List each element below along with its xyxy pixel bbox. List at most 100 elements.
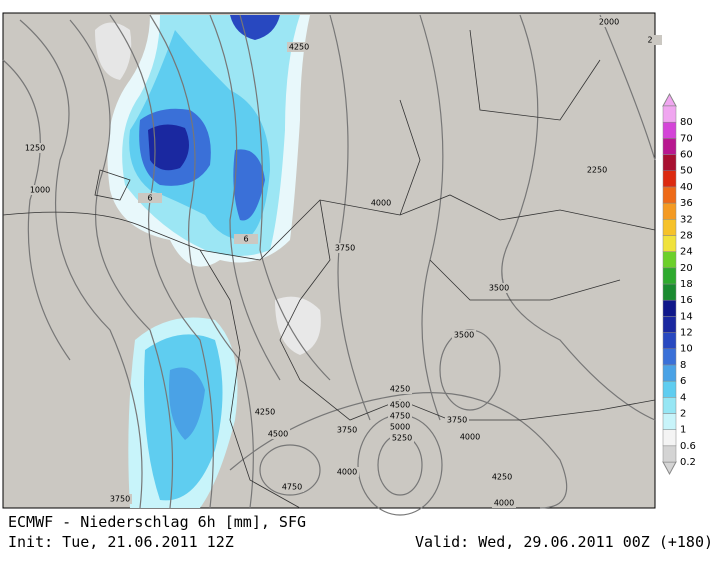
contour-label-box [138,193,162,203]
contour-label-box [333,243,357,253]
contour-label: 4000 [494,499,514,508]
contour-label: 1000 [30,186,50,195]
contour-label-box [638,35,662,45]
contour-label-box [445,415,469,425]
legend-swatch [662,105,677,123]
contour-label-box [253,407,277,417]
contour-label: 2000 [599,18,619,27]
legend-label: 6 [680,376,686,387]
contour-label: 3750 [335,244,355,253]
contour-label: 4250 [492,473,512,482]
contours [2,14,656,516]
legend-swatch [662,251,677,269]
footer-valid: Valid: Wed, 29.06.2011 00Z (+180) [415,533,713,551]
legend-swatch [662,138,677,155]
legend-swatch [662,283,677,301]
legend-label: 24 [680,247,693,258]
contour-label-box [335,425,359,435]
legend-swatch [662,445,677,463]
legend-swatch [662,154,677,171]
legend-swatch [662,299,677,317]
legend-label: 40 [680,182,693,193]
legend-label: 12 [680,328,693,339]
contour-label: 4000 [337,468,357,477]
contour-label: 3750 [337,426,357,435]
contour-label-box [23,143,47,153]
footer-init: Init: Tue, 21.06.2011 12Z [8,533,234,551]
legend-swatch [662,316,677,333]
borders [2,29,656,509]
legend-swatch [662,202,677,220]
legend-label: 80 [680,117,693,128]
legend-arrow-top [662,92,677,107]
legend-label: 8 [680,360,686,371]
contour-label-box [487,283,511,293]
contour-label-box [388,400,412,410]
legend-label: 2 [680,408,686,419]
contour-label: 5250 [392,434,412,443]
contour-label: 4250 [255,408,275,417]
legend-label: 32 [680,214,693,225]
legend-label: 0.2 [680,457,696,468]
contour-label-box [452,330,476,340]
legend-label: 20 [680,263,693,274]
contour-label: 5000 [390,423,410,432]
contour-label-box [234,234,258,244]
contour-label-box [388,422,412,432]
contour-label-box [458,432,482,442]
contour-label: 4250 [289,43,309,52]
contour-label: 1250 [25,144,45,153]
contour-label: 3750 [447,416,467,425]
contour-labels: 4250 2000 2 1250 1000 2250 4000 3750 3500 3500 425… [23,17,662,508]
legend-label: 18 [680,279,693,290]
contour-label-box [287,42,311,52]
legend-label: 10 [680,344,693,355]
legend-swatch [662,267,677,285]
legend-label: 70 [680,133,693,144]
contour-label-box [388,384,412,394]
contour-label: 4250 [390,385,410,394]
contour-label-box [388,411,412,421]
contour-label: 4750 [390,412,410,421]
contour-label: 3750 [110,495,130,504]
contour-label: 4500 [390,401,410,410]
legend-swatch [662,348,677,366]
contour-label: 4000 [460,433,480,442]
contour-label: 4750 [282,483,302,492]
contour-label: 2250 [587,166,607,175]
legend: 0.20.61246810121416182024283236405060708… [662,92,696,476]
contour-label-box [492,498,516,508]
legend-swatch [662,397,677,414]
legend-label: 4 [680,392,686,403]
legend-swatch [662,121,677,139]
contour-label-box [597,17,621,27]
legend-swatch [662,186,677,204]
contour-label: 3500 [454,331,474,340]
legend-swatch [662,413,677,430]
contour-label: 3500 [489,284,509,293]
legend-swatch [662,364,677,382]
contour-label: 6 [243,235,248,244]
legend-label: 60 [680,150,693,161]
contour-label-box [280,482,304,492]
contour-label-box [108,494,132,504]
legend-swatch [662,219,677,236]
contour-label-box [28,185,52,195]
contour-label: 6 [147,194,152,203]
legend-label: 36 [680,198,693,209]
precip-areas [95,15,321,508]
legend-label: 14 [680,311,693,322]
contour-label-box [335,467,359,477]
legend-label: 28 [680,230,693,241]
legend-swatch [662,170,677,188]
contour-label-box [490,472,514,482]
contour-label: 4500 [268,430,288,439]
legend-arrow-bottom [662,461,677,476]
contour-label-box [585,165,609,175]
map-frame [2,12,656,509]
legend-label: 0.6 [680,441,696,452]
legend-label: 50 [680,166,693,177]
footer-title: ECMWF - Niederschlag 6h [mm], SFG [8,513,306,531]
contour-label: 2 [647,36,652,45]
